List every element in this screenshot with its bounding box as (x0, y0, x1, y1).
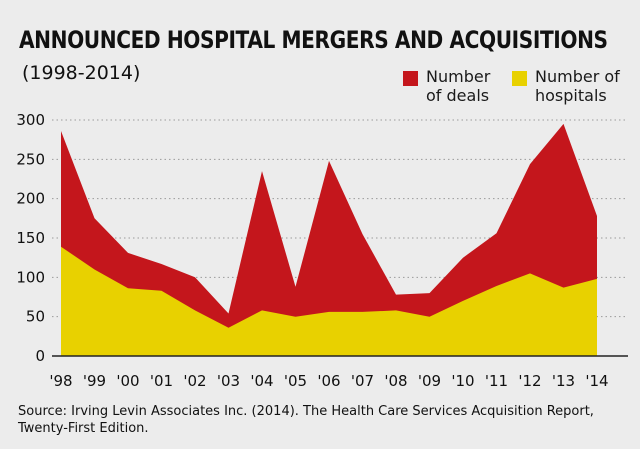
legend-hospitals-line2: hospitals (535, 86, 607, 105)
source-note: Source: Irving Levin Associates Inc. (20… (18, 404, 594, 436)
x-tick-label-11: '09 (418, 372, 441, 390)
series-area-0 (61, 123, 597, 357)
x-tick-label-9: '07 (351, 372, 374, 390)
y-tick-label-5: 250 (16, 150, 45, 168)
x-tick-label-0: '98 (49, 372, 72, 390)
legend-item-deals: Number of deals (403, 67, 516, 105)
legend-deals-line1: Number (426, 67, 491, 86)
legend-swatch-deals (403, 71, 418, 86)
x-tick-label-8: '06 (317, 372, 340, 390)
x-tick-label-4: '02 (183, 372, 206, 390)
x-tick-label-2: '00 (116, 372, 139, 390)
axis-layer: 0 50 100 150 200 250 300 '98 '99 '00 '01 '02 '03 '04 '… (16, 111, 628, 390)
x-tick-label-5: '03 (217, 372, 240, 390)
series-layer (61, 123, 597, 357)
legend-label-deals: Number of deals (426, 67, 516, 105)
legend-hospitals-line1: Number of (535, 67, 620, 86)
y-tick-label-3: 150 (16, 229, 45, 247)
chart-title: ANNOUNCED HOSPITAL MERGERS AND ACQUISITI… (19, 26, 608, 54)
y-tick-label-2: 100 (16, 268, 45, 286)
legend-deals-line2: of deals (426, 86, 490, 105)
series-area-1 (61, 246, 597, 356)
x-tick-label-6: '04 (250, 372, 273, 390)
y-tick-label-1: 50 (26, 308, 45, 326)
x-tick-label-13: '11 (485, 372, 508, 390)
x-tick-label-10: '08 (384, 372, 407, 390)
x-tick-label-3: '01 (150, 372, 173, 390)
x-tick-label-15: '13 (552, 372, 575, 390)
x-tick-label-1: '99 (83, 372, 106, 390)
y-tick-label-4: 200 (16, 190, 45, 208)
x-tick-label-7: '05 (284, 372, 307, 390)
x-tick-label-16: '14 (585, 372, 608, 390)
area-chart: 0 50 100 150 200 250 300 '98 '99 '00 '01 '02 '03 '04 '… (16, 111, 628, 390)
legend-item-hospitals: Number of hospitals (512, 67, 625, 105)
y-tick-label-6: 300 (16, 111, 45, 129)
legend-label-hospitals: Number of hospitals (535, 67, 625, 105)
chart-subtitle: (1998-2014) (22, 62, 141, 84)
x-tick-label-14: '12 (518, 372, 541, 390)
legend-swatch-hospitals (512, 71, 527, 86)
y-tick-label-0: 0 (35, 347, 45, 365)
x-tick-label-12: '10 (451, 372, 474, 390)
